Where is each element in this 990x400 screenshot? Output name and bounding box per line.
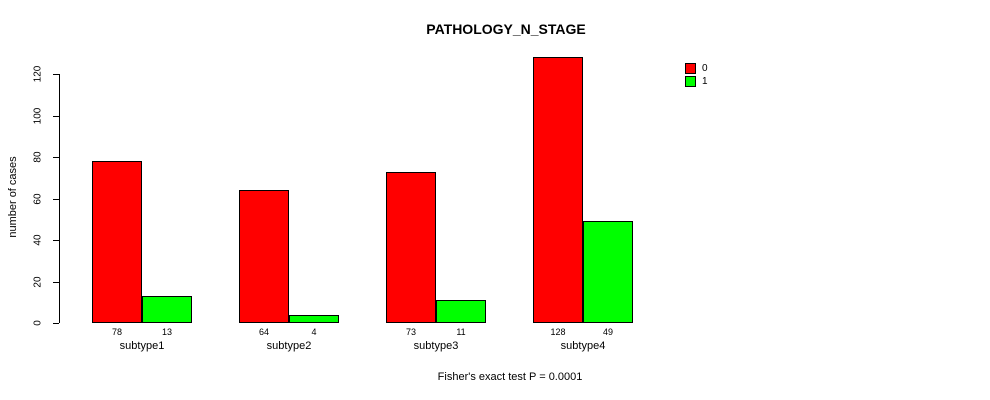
y-tick xyxy=(53,240,59,241)
y-tick-label-text: 40 xyxy=(32,234,44,246)
y-tick xyxy=(53,281,59,283)
y-tick xyxy=(53,323,59,324)
y-tick-label-text: 100 xyxy=(32,107,44,124)
x-category-label: subtype4 xyxy=(560,340,606,352)
y-tick xyxy=(53,115,59,117)
y-tick-label-text: 80 xyxy=(32,151,44,163)
y-tick xyxy=(53,198,59,200)
stat-test-caption: Fisher's exact test P = 0.0001 xyxy=(437,371,583,383)
bar-value-label: 4 xyxy=(311,327,317,337)
y-tick-label-text: 20 xyxy=(32,275,44,288)
legend-label: 1 xyxy=(702,76,708,87)
x-category-label: subtype3 xyxy=(413,340,459,352)
legend-entry: 0 xyxy=(685,62,708,75)
y-tick xyxy=(53,74,59,75)
y-tick-label-text: 60 xyxy=(32,192,44,205)
bar-value-label: 128 xyxy=(550,327,566,337)
bar-subtype2-series-0 xyxy=(239,190,289,323)
y-axis-title-text: number of cases xyxy=(7,156,19,238)
bar-subtype3-series-1 xyxy=(436,300,486,323)
legend-entry: 1 xyxy=(685,75,708,88)
x-category-label: subtype1 xyxy=(119,340,165,352)
bar-subtype4-series-1 xyxy=(583,221,633,323)
bar-subtype1-series-0 xyxy=(92,161,142,323)
bar-value-label: 11 xyxy=(456,327,466,337)
bar-value-label: 78 xyxy=(111,327,122,337)
x-category-label: subtype2 xyxy=(266,340,312,352)
bar-value-label: 64 xyxy=(258,327,269,337)
y-tick-label-text: 120 xyxy=(32,65,44,83)
y-axis-line xyxy=(59,74,60,323)
y-tick-label-text: 0 xyxy=(32,320,44,326)
chart-title: PATHOLOGY_N_STAGE xyxy=(426,21,586,37)
bar-value-label: 49 xyxy=(602,327,613,337)
legend-label: 0 xyxy=(702,63,708,74)
bar-subtype3-series-0 xyxy=(386,171,436,323)
bar-subtype4-series-0 xyxy=(533,57,583,323)
bar-value-label: 13 xyxy=(161,327,172,337)
legend-swatch xyxy=(685,63,696,74)
y-tick xyxy=(53,157,59,158)
bar-subtype2-series-1 xyxy=(289,314,339,323)
bar-value-label: 73 xyxy=(405,327,416,337)
legend-swatch xyxy=(685,76,696,87)
bar-subtype1-series-1 xyxy=(142,296,192,323)
